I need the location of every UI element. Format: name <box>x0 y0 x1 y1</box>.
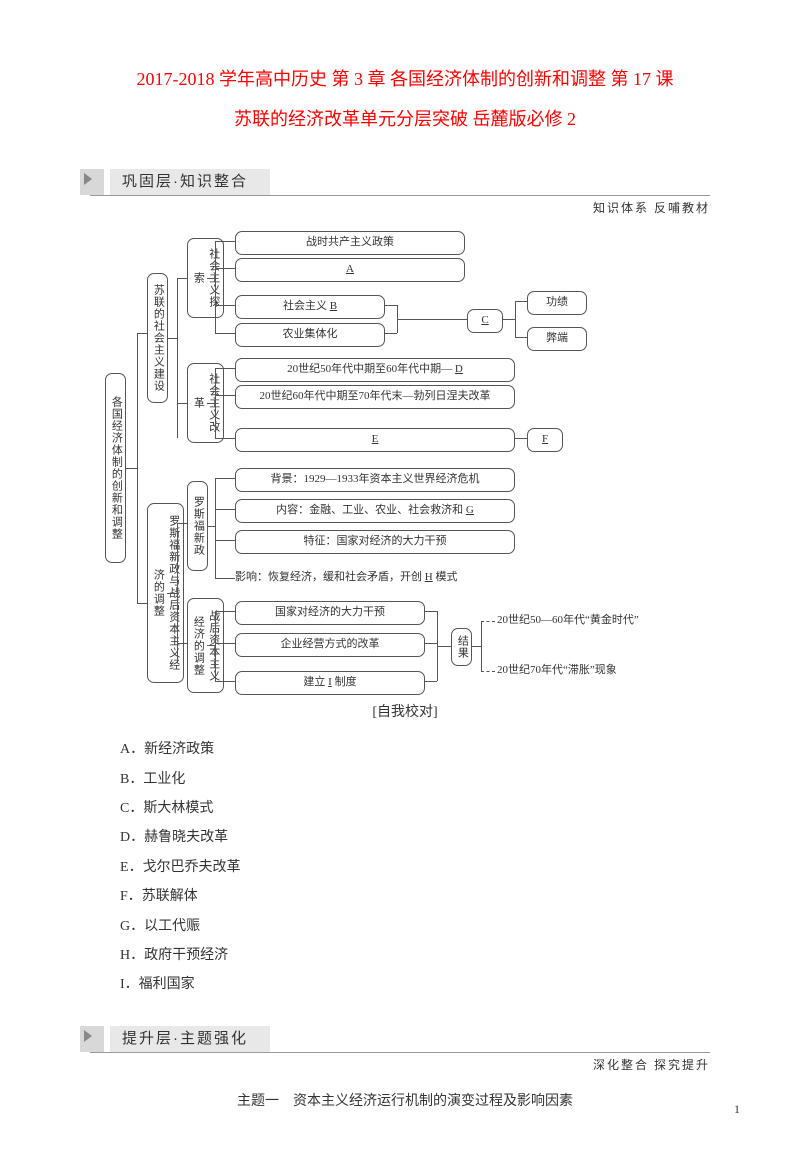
node-a-sub1: 社会主义探索 <box>187 238 224 318</box>
answer-row: I．福利国家 <box>120 970 710 999</box>
node-b1-item3: 影响：恢复经济，缓和社会矛盾，开创 H 模式 <box>235 570 457 585</box>
answer-row: G．以工代赈 <box>120 912 710 941</box>
arrow-icon <box>80 1026 104 1052</box>
section-title: 巩固层·知识整合 <box>110 169 270 195</box>
section-bar-enhance: 提升层·主题强化 深化整合 探究提升 <box>90 1026 710 1070</box>
node-b2-item0: 国家对经济的大力干预 <box>235 601 425 624</box>
concept-diagram: 各国经济体制的创新和调整 苏联的社会主义建设 社会主义探索 战时共产主义政策 A… <box>105 223 705 693</box>
node-a-sub2: 社会主义改革 <box>187 363 224 443</box>
node-root: 各国经济体制的创新和调整 <box>105 373 126 563</box>
section-rule <box>90 195 710 196</box>
node-a2-item2: E <box>235 428 515 451</box>
node-result-0: 20世纪50—60年代“黄金时代” <box>497 613 639 628</box>
node-a1-item2: 社会主义 社会主义 BB <box>235 295 385 318</box>
node-link-c: C <box>467 309 503 332</box>
theme-line: 主题一 资本主义经济运行机制的演变过程及影响因素 <box>100 1090 710 1110</box>
self-check-label: [自我校对] <box>100 701 710 721</box>
node-link-f: F <box>527 428 563 451</box>
page-number: 1 <box>734 1102 740 1117</box>
arrow-icon <box>80 169 104 195</box>
node-c-merit: 功绩 <box>527 291 587 314</box>
answer-row: A．新经济政策 <box>120 735 710 764</box>
node-a1-item1: A <box>235 258 465 281</box>
node-b2-item1: 企业经营方式的改革 <box>235 633 425 656</box>
node-b2-item2: 建立 I 制度 <box>235 671 425 694</box>
answers-list: A．新经济政策 B．工业化 C．斯大林模式 D．赫鲁晓夫改革 E．戈尔巴乔夫改革… <box>120 735 710 1000</box>
node-c-flaw: 弊端 <box>527 327 587 350</box>
answer-row: F．苏联解体 <box>120 882 710 911</box>
section-subtitle: 知识体系 反哺教材 <box>593 199 710 216</box>
answer-row: E．戈尔巴乔夫改革 <box>120 853 710 882</box>
node-b-sub1: 罗斯福新政 <box>187 481 208 571</box>
answer-row: C．斯大林模式 <box>120 794 710 823</box>
node-b1-item2: 特征：国家对经济的大力干预 <box>235 530 515 553</box>
answer-row: B．工业化 <box>120 765 710 794</box>
answer-row: D．赫鲁晓夫改革 <box>120 823 710 852</box>
node-a2-item1: 20世纪60年代中期至70年代末—勃列日涅夫改革 <box>235 385 515 408</box>
node-a2-item0: 20世纪50年代中期至60年代中期— D <box>235 358 515 381</box>
node-result-1: 20世纪70年代“滞胀”现象 <box>497 663 617 678</box>
answer-row: H．政府干预经济 <box>120 941 710 970</box>
section-subtitle: 深化整合 探究提升 <box>593 1056 710 1073</box>
section-bar-consolidate: 巩固层·知识整合 知识体系 反哺教材 <box>90 169 710 213</box>
title-line-2: 苏联的经济改革单元分层突破 岳麓版必修 2 <box>100 100 710 140</box>
node-a1-item3: 农业集体化 <box>235 323 385 346</box>
node-branch-a: 苏联的社会主义建设 <box>147 273 168 403</box>
section-rule <box>90 1052 710 1053</box>
node-b1-item1: 内容：金融、工业、农业、社会救济和 G <box>235 499 515 522</box>
page-title-block: 2017-2018 学年高中历史 第 3 章 各国经济体制的创新和调整 第 17… <box>100 60 710 139</box>
node-b-sub2: 战后资本主义经济的调整 <box>187 598 224 693</box>
section-title: 提升层·主题强化 <box>110 1026 270 1052</box>
title-line-1: 2017-2018 学年高中历史 第 3 章 各国经济体制的创新和调整 第 17… <box>100 60 710 100</box>
node-b1-item0: 背景：1929—1933年资本主义世界经济危机 <box>235 468 515 491</box>
node-result-label: 结果 <box>451 628 472 666</box>
node-branch-b: 罗斯福新政与战后资本主义经济的调整 <box>147 503 184 683</box>
node-a1-item0: 战时共产主义政策 <box>235 231 465 254</box>
